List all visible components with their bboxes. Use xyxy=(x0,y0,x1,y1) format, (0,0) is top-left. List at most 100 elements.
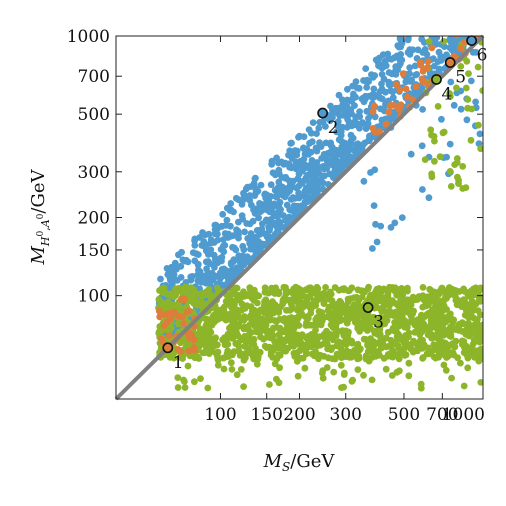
data-point xyxy=(240,356,248,364)
data-point xyxy=(468,297,476,305)
data-point xyxy=(434,103,442,110)
data-point xyxy=(170,271,178,279)
data-point xyxy=(293,349,301,357)
data-point xyxy=(172,285,180,293)
data-point xyxy=(364,341,371,349)
data-point xyxy=(446,168,454,175)
data-point xyxy=(459,163,467,170)
data-point xyxy=(297,339,305,347)
data-point xyxy=(237,255,245,262)
data-point xyxy=(330,317,338,324)
data-point xyxy=(211,311,219,319)
data-point xyxy=(235,230,242,238)
data-point xyxy=(382,301,390,308)
data-point xyxy=(356,346,364,353)
data-point xyxy=(283,306,290,314)
data-point xyxy=(447,183,455,190)
data-point xyxy=(218,223,226,230)
data-point xyxy=(403,323,411,331)
data-point xyxy=(174,374,182,381)
data-point xyxy=(254,299,261,307)
y-tick-label: 200 xyxy=(78,209,110,229)
data-point xyxy=(427,126,435,134)
data-point xyxy=(316,314,324,322)
diagonal-reference-line xyxy=(114,34,485,401)
data-point xyxy=(294,202,301,210)
data-point xyxy=(401,317,409,325)
data-point xyxy=(406,309,414,317)
data-point xyxy=(328,344,336,352)
data-point xyxy=(313,130,320,138)
data-point xyxy=(425,194,433,202)
data-point xyxy=(273,338,280,346)
data-point xyxy=(405,372,413,380)
data-point xyxy=(255,214,262,222)
data-point xyxy=(237,366,245,373)
data-point xyxy=(206,260,214,267)
data-point xyxy=(298,310,305,317)
data-point xyxy=(230,244,238,252)
data-point xyxy=(429,55,437,62)
data-point xyxy=(460,36,468,40)
data-point xyxy=(352,93,359,101)
data-point xyxy=(279,345,287,352)
data-point xyxy=(467,77,475,85)
data-point xyxy=(191,235,199,243)
data-point xyxy=(284,214,292,222)
data-point xyxy=(340,285,348,292)
data-point xyxy=(379,51,387,59)
data-point xyxy=(471,290,478,298)
data-point xyxy=(447,38,454,45)
data-point xyxy=(365,283,372,291)
data-point xyxy=(200,242,208,250)
data-point xyxy=(383,310,390,317)
data-point xyxy=(273,193,281,201)
data-point xyxy=(304,342,312,350)
data-point xyxy=(375,62,383,70)
data-point xyxy=(467,329,475,337)
data-point xyxy=(389,351,397,359)
y-axis: 100 150 200 300 500 700 1000 xyxy=(67,27,483,307)
data-point xyxy=(444,350,452,358)
data-point xyxy=(356,113,364,120)
data-point xyxy=(347,131,355,139)
data-point xyxy=(380,285,388,293)
benchmark-point-5 xyxy=(444,57,456,68)
y-tick-label: 700 xyxy=(78,67,110,87)
data-point xyxy=(213,284,221,292)
data-point xyxy=(268,157,276,165)
data-point xyxy=(419,186,426,193)
data-point xyxy=(472,48,480,56)
data-point xyxy=(228,366,236,373)
data-point xyxy=(301,364,309,372)
data-point xyxy=(294,372,302,380)
data-point xyxy=(323,364,331,371)
data-point xyxy=(373,295,381,303)
data-point xyxy=(411,62,419,70)
data-point xyxy=(332,332,340,340)
data-point xyxy=(282,296,290,304)
data-point xyxy=(202,322,210,330)
data-point xyxy=(472,98,479,106)
data-point xyxy=(189,291,197,299)
data-point xyxy=(275,306,283,314)
data-point xyxy=(185,347,193,355)
data-point xyxy=(446,140,454,148)
data-point xyxy=(331,162,339,169)
data-point xyxy=(235,320,243,328)
data-point xyxy=(372,220,379,228)
data-point xyxy=(236,352,244,359)
data-point xyxy=(253,233,260,241)
data-point xyxy=(369,245,376,252)
data-point xyxy=(456,44,464,52)
data-point xyxy=(404,36,412,44)
data-point xyxy=(385,108,393,116)
data-point xyxy=(475,121,482,129)
data-point xyxy=(335,91,343,99)
data-point xyxy=(299,164,307,171)
data-point xyxy=(463,57,471,65)
data-point xyxy=(342,160,349,167)
benchmark-label-6: 6 xyxy=(477,46,488,66)
data-point xyxy=(363,79,371,86)
data-point xyxy=(447,331,455,338)
